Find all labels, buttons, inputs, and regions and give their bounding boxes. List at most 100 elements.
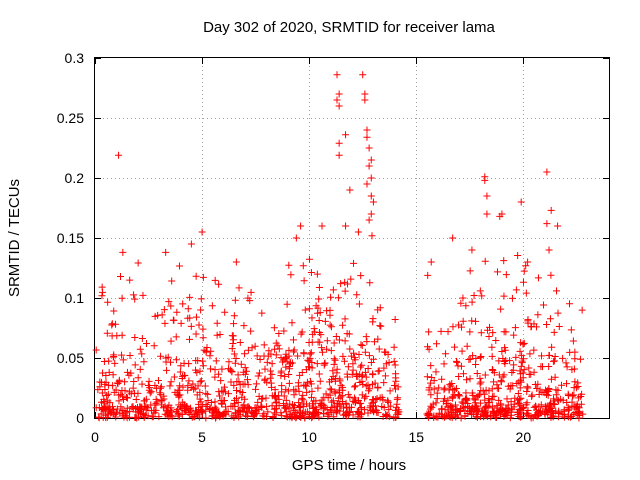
data-point [571,408,579,416]
data-point [427,379,435,387]
data-point [96,378,104,386]
data-point [343,403,351,411]
data-point [374,409,382,417]
data-point [308,338,316,346]
y-tick-label: 0.15 [57,230,84,246]
data-point [316,377,324,385]
data-point [167,302,175,310]
data-point [562,359,570,367]
data-point [253,352,261,360]
data-point [99,288,107,296]
data-point [358,361,366,369]
data-point [262,403,270,411]
data-point [105,357,113,365]
data-point [162,358,170,366]
data-point [134,259,142,267]
data-point [430,385,438,393]
data-point [268,360,276,368]
data-point [202,414,210,422]
data-point [158,311,166,319]
data-point [330,339,338,347]
data-point [392,377,400,385]
data-point [526,350,534,358]
data-point [344,363,352,371]
data-point [203,344,211,352]
data-point [324,412,332,420]
data-point [220,396,228,404]
data-point [119,395,127,403]
data-point [146,389,154,397]
data-point [452,384,460,392]
data-point [269,413,277,421]
data-point [241,350,249,358]
data-point [476,374,484,382]
data-point [390,343,398,351]
data-point [95,404,103,412]
data-point [435,384,443,392]
data-point [251,342,259,350]
data-point [113,405,121,413]
data-point [545,385,553,393]
data-point [320,361,328,369]
data-point [365,352,373,360]
data-point [516,406,524,414]
data-point [274,341,282,349]
data-point [448,393,456,401]
data-point [485,394,493,402]
data-point [363,180,371,188]
data-point [474,413,482,421]
data-point [241,370,249,378]
data-point [477,329,485,337]
data-point [224,390,232,398]
data-point [123,404,131,412]
data-point [176,368,184,376]
data-point [176,382,184,390]
data-point [213,331,221,339]
data-point [340,357,348,365]
data-point [515,378,523,386]
data-point [144,381,152,389]
data-point [299,391,307,399]
data-point [184,305,192,313]
data-point [244,346,252,354]
data-point [451,386,459,394]
data-point [202,390,210,398]
data-point [103,391,111,399]
data-point [314,384,322,392]
data-point [355,410,363,418]
data-point [355,351,363,359]
data-point [311,328,319,336]
data-point [230,381,238,389]
data-point [314,309,322,317]
data-point [259,394,267,402]
data-point [236,338,244,346]
data-point [331,356,339,364]
data-point [236,408,244,416]
data-point [242,412,250,420]
data-point [457,362,465,370]
data-point [127,390,135,398]
data-point [566,348,574,356]
data-point [455,372,463,380]
data-point [110,353,118,361]
data-point [264,408,272,416]
data-point [317,331,325,339]
data-point [551,353,559,361]
data-point [543,220,551,228]
data-point [147,401,155,409]
y-tick-label: 0 [76,410,84,426]
data-point [564,406,572,414]
data-point [307,380,315,388]
data-point [300,350,308,358]
data-point [547,271,555,279]
data-point [283,300,291,308]
data-point [262,413,270,421]
data-point [238,393,246,401]
data-point [483,210,491,218]
data-point [570,391,578,399]
data-point [138,380,146,388]
data-point [525,364,533,372]
data-point [195,321,203,329]
data-point [231,402,239,410]
